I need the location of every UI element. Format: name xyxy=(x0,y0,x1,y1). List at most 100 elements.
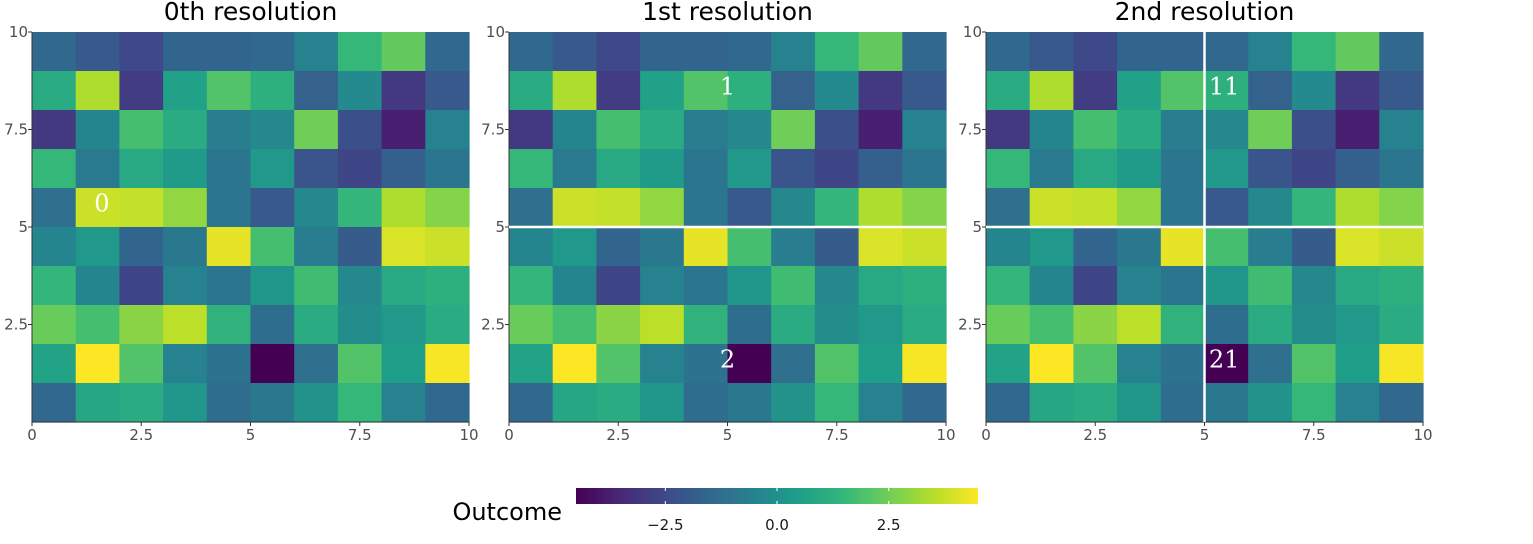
heatmap-cell xyxy=(814,266,860,306)
heatmap-cell xyxy=(337,344,383,384)
heatmap-cell xyxy=(683,71,729,111)
heatmap-cell xyxy=(294,383,339,423)
heatmap-cell xyxy=(858,344,903,384)
heatmap-cell xyxy=(1335,149,1380,189)
y-tick-label: 5 xyxy=(495,218,505,236)
heatmap-cell xyxy=(1204,110,1249,150)
heatmap-cell xyxy=(294,71,339,111)
heatmap-cell xyxy=(858,149,903,189)
heatmap-cell xyxy=(1291,32,1337,72)
heatmap-cell xyxy=(1379,188,1424,228)
heatmap-cell xyxy=(381,71,426,111)
heatmap-cell xyxy=(75,305,120,345)
heatmap-cell xyxy=(425,71,470,111)
heatmap-cell xyxy=(858,227,903,267)
heatmap-cell xyxy=(683,110,729,150)
heatmap-cell xyxy=(986,149,1031,189)
heatmap-cell xyxy=(250,188,295,228)
heatmap-cell xyxy=(425,266,470,306)
heatmap-cell xyxy=(858,110,903,150)
heatmap-cell xyxy=(206,227,252,267)
heatmap-cell xyxy=(250,149,295,189)
heatmap-cell xyxy=(1248,32,1293,72)
heatmap-cell xyxy=(119,32,164,72)
colorbar-tick-label: 0.0 xyxy=(765,516,789,534)
heatmap-cell xyxy=(814,32,860,72)
heatmap-cell xyxy=(119,383,164,423)
heatmap-cell xyxy=(425,227,470,267)
heatmap-cell xyxy=(425,383,470,423)
heatmap-cell xyxy=(1248,383,1293,423)
heatmap-cell xyxy=(163,71,208,111)
panel-title: 0th resolution xyxy=(164,0,338,26)
heatmap-cell xyxy=(163,188,208,228)
x-tick-label: 7.5 xyxy=(348,426,372,444)
heatmap-cell xyxy=(294,227,339,267)
heatmap-cell xyxy=(986,110,1031,150)
heatmap-cell xyxy=(119,266,164,306)
x-tick-label: 2.5 xyxy=(129,426,153,444)
heatmap-cell xyxy=(1379,227,1424,267)
heatmap-cell xyxy=(1291,305,1337,345)
region-label: 21 xyxy=(1209,346,1240,374)
heatmap-cell xyxy=(381,344,426,384)
heatmap-cell xyxy=(206,32,252,72)
heatmap-cell xyxy=(337,71,383,111)
heatmap-cell xyxy=(640,344,685,384)
heatmap-cell xyxy=(250,71,295,111)
heatmap-cell xyxy=(250,227,295,267)
heatmap-cell xyxy=(727,188,772,228)
heatmap-cell xyxy=(552,344,597,384)
heatmap-cell xyxy=(683,149,729,189)
heatmap-cell xyxy=(1291,344,1337,384)
y-tick-label: 10 xyxy=(963,23,982,41)
heatmap-cell xyxy=(294,149,339,189)
x-tick-label: 7.5 xyxy=(825,426,849,444)
heatmap-cell xyxy=(206,305,252,345)
heatmap-cell xyxy=(425,188,470,228)
heatmap-cell xyxy=(1204,344,1249,384)
heatmap-cell xyxy=(163,344,208,384)
heatmap-cell xyxy=(1160,266,1206,306)
y-tick-label: 2.5 xyxy=(4,316,28,334)
heatmap-cell xyxy=(250,305,295,345)
heatmap-cell xyxy=(1073,266,1118,306)
heatmap-cell xyxy=(1248,110,1293,150)
heatmap-cell xyxy=(75,344,120,384)
heatmap-cell xyxy=(294,344,339,384)
heatmap-cell xyxy=(596,305,641,345)
heatmap-cell xyxy=(1335,110,1380,150)
heatmap-cell xyxy=(683,266,729,306)
heatmap-cell xyxy=(32,71,77,111)
heatmap-cell xyxy=(552,305,597,345)
heatmap-cell xyxy=(771,71,816,111)
heatmap-cell xyxy=(640,227,685,267)
heatmap-cell xyxy=(425,110,470,150)
x-tick-label: 10 xyxy=(936,426,955,444)
heatmap-cell xyxy=(381,266,426,306)
heatmap-cell xyxy=(32,305,77,345)
heatmap-cell xyxy=(814,305,860,345)
heatmap-cell xyxy=(1117,188,1162,228)
heatmap-cell xyxy=(986,227,1031,267)
heatmap-cell xyxy=(727,305,772,345)
heatmap-cell xyxy=(902,149,947,189)
heatmap-cell xyxy=(986,266,1031,306)
heatmap-cell xyxy=(425,344,470,384)
heatmap-cell xyxy=(294,305,339,345)
heatmap-cell xyxy=(640,71,685,111)
heatmap-cell xyxy=(552,71,597,111)
heatmap-cell xyxy=(1073,71,1118,111)
y-tick-label: 10 xyxy=(9,23,28,41)
region-label: 2 xyxy=(720,346,735,374)
heatmap-cell xyxy=(206,344,252,384)
heatmap-cell xyxy=(1291,149,1337,189)
heatmap-cell xyxy=(250,110,295,150)
x-tick-label: 5 xyxy=(723,426,733,444)
heatmap-cell xyxy=(596,71,641,111)
x-tick-label: 7.5 xyxy=(1302,426,1326,444)
heatmap-cell xyxy=(1117,344,1162,384)
heatmap-cell xyxy=(1335,32,1380,72)
heatmap-cell xyxy=(119,305,164,345)
heatmap-cell xyxy=(727,149,772,189)
